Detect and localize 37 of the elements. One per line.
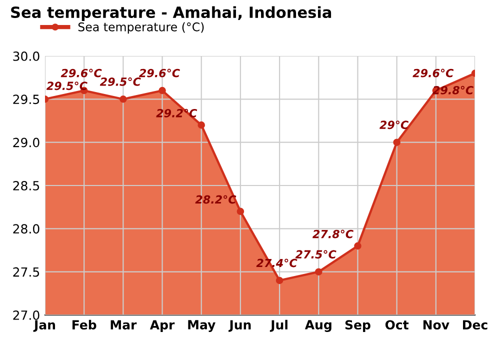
point [314,268,322,276]
data-label: 29°C [380,120,409,130]
x-tick-label: Nov [423,320,450,330]
point [276,276,284,284]
x-tick-label: Jul [270,320,288,332]
data-label: 29.6°C [60,68,102,78]
data-label: 29.6°C [139,68,180,78]
point [198,121,206,129]
data-label: 29.6°C [412,68,454,78]
text: 28.5 [13,180,40,190]
data-label: 29.5°C [46,82,88,90]
data-label: 27.8°C [312,230,354,238]
text: 28.0 [13,224,40,234]
x-tick-label: Jun [228,320,251,332]
text: 27.0 [13,310,40,320]
x-tick-label: Sep [345,320,370,332]
text: 27.5 [13,267,40,277]
x-tick-label: Aug [304,320,332,332]
legend-label: Sea temperature (°C) [78,22,204,34]
point [393,138,400,146]
chart-title: Sea temperature - Amahai, Indonesia [11,6,332,21]
x-tick-label: May [188,320,216,332]
x-tick-label: Feb [72,320,96,330]
x-tick-label: Dec [463,320,488,330]
point [120,96,127,103]
x-tick-label: Apr [150,320,175,332]
point [158,86,166,94]
x-tick-label: Jan [33,320,56,332]
point [354,242,362,250]
text: 29.0 [13,138,40,148]
point [236,208,244,216]
text: 30.0 [13,51,40,61]
x-tick-label: Oct [385,320,409,330]
data-label: 29.5°C [100,77,141,86]
data-label: 27.5°C [295,250,336,259]
text: 29.5 [13,94,40,104]
x-tick-label: Mar [110,320,137,330]
